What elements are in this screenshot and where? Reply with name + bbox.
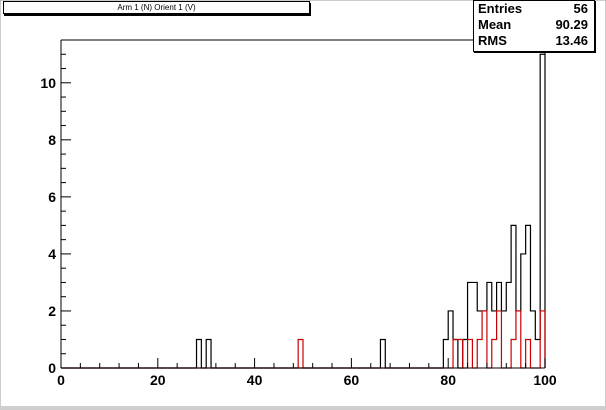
series-1-bin-99	[540, 311, 545, 368]
stats-label-mean: Mean	[478, 17, 512, 32]
series-0-bin-88	[487, 282, 492, 368]
series-1-bin-89	[492, 339, 497, 368]
series-0-bin-92	[506, 282, 511, 368]
series-0-bin-66	[380, 339, 385, 368]
series-1-bin-82	[458, 339, 463, 368]
series-1-bin-94	[516, 311, 521, 368]
series-1-bin-96	[526, 339, 531, 368]
y-tick-label-8: 8	[48, 132, 56, 148]
stats-row-mean: Mean 90.29	[474, 17, 594, 33]
stats-label-rms: RMS	[478, 33, 507, 48]
series-1-bin-90	[497, 311, 502, 368]
series-0-bin-85	[472, 282, 477, 368]
stats-value-mean: 90.29	[555, 17, 588, 32]
x-tick-label-100: 100	[533, 372, 557, 388]
stats-label-entries: Entries	[478, 1, 523, 16]
series-0-bin-91	[501, 311, 506, 368]
series-0-bin-30	[206, 339, 211, 368]
series-1-bin-86	[477, 339, 482, 368]
series-0-bin-28	[197, 339, 202, 368]
series-0-bin-80	[448, 311, 453, 368]
y-tick-label-10: 10	[40, 75, 56, 91]
y-tick-label-2: 2	[48, 303, 56, 319]
y-tick-label-4: 4	[48, 246, 56, 262]
stats-value-rms: 13.46	[555, 33, 588, 48]
series-1-bin-84	[468, 339, 473, 368]
x-tick-label-20: 20	[150, 372, 166, 388]
series-1-bin-49	[298, 339, 303, 368]
series-1-bin-81	[453, 339, 458, 368]
axes-group: 0 20 40 60 80 100 0 2 4 6 8 10	[40, 39, 557, 388]
y-tick-label-0: 0	[48, 360, 56, 376]
canvas-bottom-edge	[0, 406, 606, 410]
y-tick-label-6: 6	[48, 189, 56, 205]
series-1-bin-87	[482, 311, 487, 368]
series-0-bin-83	[463, 339, 468, 368]
series-0-bin-79	[443, 339, 448, 368]
series-0-bin-97	[530, 311, 535, 368]
series-0-bin-98	[535, 339, 540, 368]
stats-box: Entries 56 Mean 90.29 RMS 13.46	[473, 0, 595, 52]
stats-row-rms: RMS 13.46	[474, 33, 594, 49]
histogram-title: Arm 1 (N) Orient 1 (V)	[3, 1, 310, 14]
stats-value-entries: 56	[573, 1, 588, 16]
x-tick-label-0: 0	[57, 372, 65, 388]
series-1-bin-93	[511, 339, 516, 368]
x-tick-label-80: 80	[440, 372, 456, 388]
x-tick-label-40: 40	[247, 372, 263, 388]
x-tick-label-60: 60	[344, 372, 360, 388]
stats-row-entries: Entries 56	[474, 1, 594, 17]
series-0-bin-95	[521, 254, 526, 368]
